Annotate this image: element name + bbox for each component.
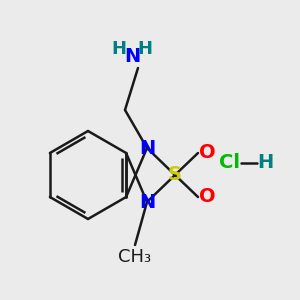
Text: H: H (112, 40, 127, 58)
Text: H: H (137, 40, 152, 58)
Text: Cl: Cl (220, 154, 241, 172)
Text: O: O (199, 188, 215, 206)
Text: S: S (168, 166, 182, 184)
Text: N: N (139, 193, 155, 211)
Text: CH₃: CH₃ (118, 248, 152, 266)
Text: N: N (139, 139, 155, 158)
Text: H: H (257, 154, 273, 172)
Text: N: N (124, 47, 140, 67)
Text: O: O (199, 143, 215, 163)
